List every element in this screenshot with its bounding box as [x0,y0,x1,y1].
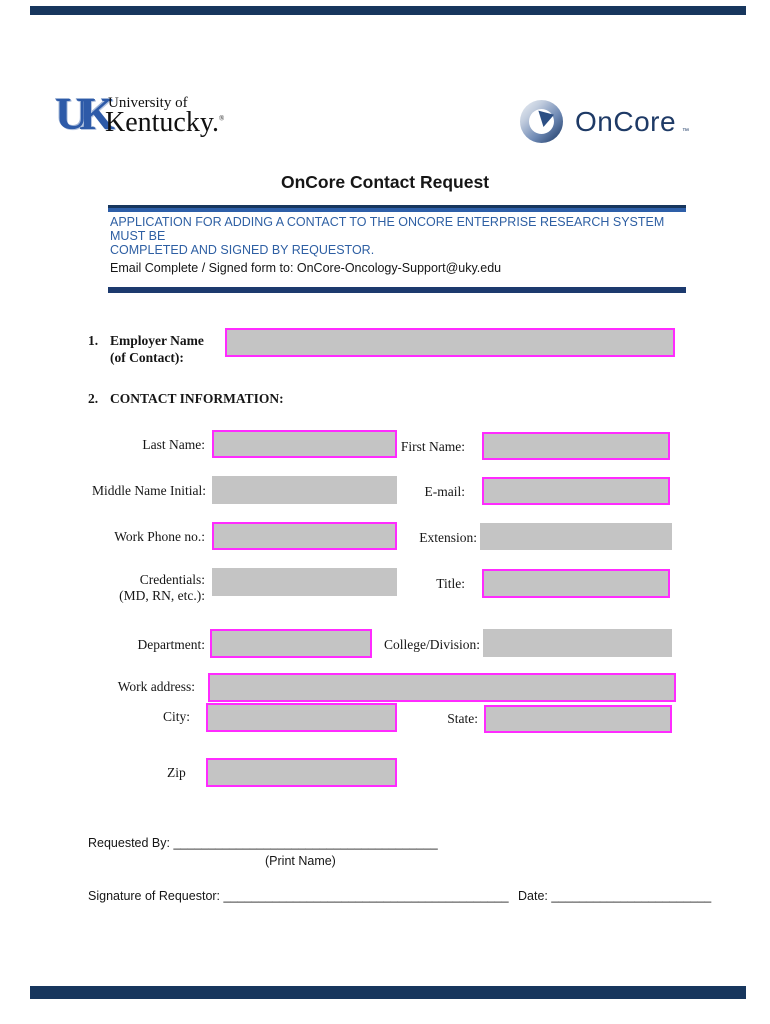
last-name-label: Last Name: [142,437,205,452]
oncore-logo: OnCore ™ [520,100,700,148]
middle-name-initial-label: Middle Name Initial: [92,483,206,498]
oncore-wordmark: OnCore [575,106,677,137]
page-title: OnCore Contact Request [280,172,490,192]
zip-field[interactable] [206,758,397,787]
state-label: State: [447,711,478,726]
uk-logo: UK University of Kentucky.® [55,90,245,145]
employer-name-label-line1: Employer Name [110,333,204,348]
registered-mark-icon: ® [219,114,225,123]
extension-field[interactable] [480,523,672,550]
signature-label: Signature of Requestor: [88,889,224,903]
page-border-bottom [30,986,746,999]
work-address-field[interactable] [208,673,676,702]
print-name-label: (Print Name) [265,854,336,868]
employer-name-label-line2: (of Contact): [110,350,184,365]
uk-logo-university-of: University of [108,95,188,111]
signature-line: ________________________________________… [223,889,509,903]
signature-row: Signature of Requestor: ________________… [88,889,509,903]
date-label: Date: [518,889,552,903]
header-rule-top [108,205,686,212]
uk-monogram-icon: UK [55,88,115,139]
college-division-field[interactable] [483,629,672,657]
state-field[interactable] [484,705,672,733]
title-field[interactable] [482,569,670,598]
oncore-ring-icon [520,100,563,143]
header-rule-bottom [108,287,686,293]
uk-logo-kentucky: Kentucky.® [105,107,224,139]
email-instruction: Email Complete / Signed form to: OnCore-… [110,261,502,275]
title-label: Title: [436,576,465,591]
notice-line-2: COMPLETED AND SIGNED BY REQUESTOR. [110,243,375,257]
first-name-label: First Name: [400,439,465,454]
zip-label: Zip [167,765,186,780]
work-phone-label: Work Phone no.: [114,529,205,544]
college-division-label: College/Division: [384,637,480,652]
notice-text: APPLICATION FOR ADDING A CONTACT TO THE … [110,215,700,257]
department-label: Department: [137,637,205,652]
notice-line-1: APPLICATION FOR ADDING A CONTACT TO THE … [110,215,665,243]
requested-by-label: Requested By: [88,836,174,850]
item-1-number: 1. [88,333,99,348]
credentials-field[interactable] [212,568,397,596]
email-label: E-mail: [424,484,466,499]
trademark-icon: ™ [682,128,689,135]
uk-logo-kentucky-text: Kentucky. [105,107,220,138]
middle-name-initial-field[interactable] [212,476,397,504]
date-line: _______________________ [551,889,712,903]
requested-by-line: ______________________________________ [173,836,438,850]
contact-information-heading: CONTACT INFORMATION: [110,391,284,406]
department-field[interactable] [210,629,372,658]
requested-by-row: Requested By: __________________________… [88,836,438,850]
city-label: City: [162,709,190,724]
city-field[interactable] [206,703,397,732]
first-name-field[interactable] [482,432,670,460]
page-border-top [30,6,746,15]
work-address-label: Work address: [117,679,195,694]
date-row: Date: _______________________ [518,889,711,903]
employer-name-field[interactable] [225,328,675,357]
credentials-label-line1: Credentials: [139,572,205,587]
item-2-number: 2. [88,391,99,406]
extension-label: Extension: [419,530,477,545]
email-field[interactable] [482,477,670,505]
work-phone-field[interactable] [212,522,397,550]
oncore-triangle-icon [538,110,554,127]
credentials-label-line2: (MD, RN, etc.): [119,588,205,603]
last-name-field[interactable] [212,430,397,458]
